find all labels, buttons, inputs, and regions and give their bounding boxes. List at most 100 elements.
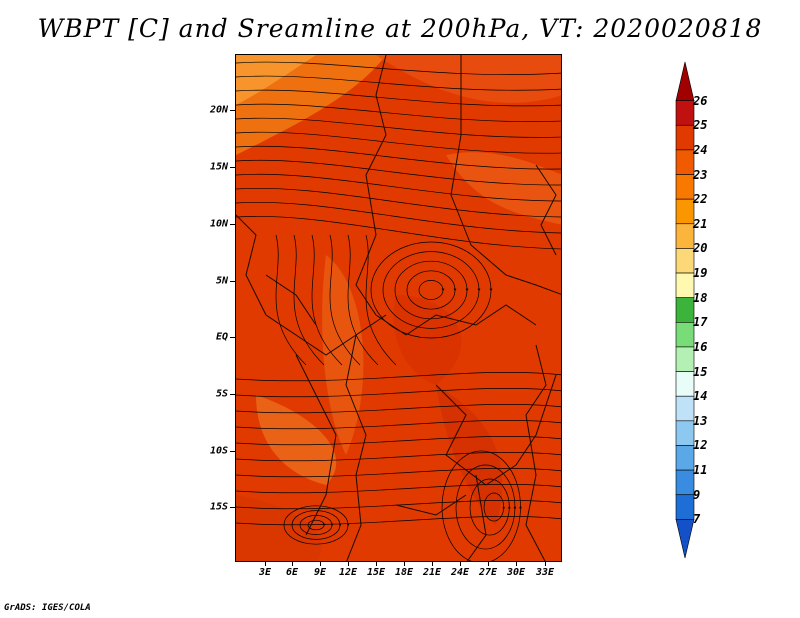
- colorbar-segment: [675, 149, 695, 175]
- lat-tick-label: EQ: [215, 331, 228, 343]
- lat-tick: [230, 110, 235, 111]
- lon-tick-label: 33E: [535, 567, 555, 578]
- streamline: [406, 270, 457, 310]
- streamline: [236, 131, 561, 154]
- lon-tick-label: 27E: [478, 567, 498, 578]
- lon-tick: [545, 562, 546, 566]
- colorbar-segment: [675, 174, 695, 200]
- streamline: [236, 500, 561, 510]
- lon-tick-label: 15E: [366, 567, 386, 578]
- country-border: [466, 474, 487, 561]
- colorbar-segment: [675, 272, 695, 298]
- shading-region: [236, 495, 322, 561]
- country-border: [236, 214, 387, 356]
- colorbar-level-label: 15: [693, 364, 708, 379]
- streamline: [441, 450, 522, 561]
- colorbar-level-label: 23: [693, 167, 708, 182]
- colorbar-segment: [675, 322, 695, 348]
- colorbar-segment: [675, 100, 695, 126]
- lon-tick: [376, 562, 377, 566]
- streamline: [293, 234, 325, 366]
- colorbar-level-label: 13: [693, 413, 708, 428]
- country-border: [295, 354, 337, 536]
- streamline: [236, 103, 561, 122]
- lon-tick: [488, 562, 489, 566]
- streamline: [236, 89, 561, 107]
- streamline: [236, 404, 561, 414]
- colorbar-level-label: 14: [693, 389, 708, 404]
- shading-region: [322, 255, 364, 455]
- colorbar-level-label: 22: [693, 192, 708, 207]
- lat-tick: [230, 281, 235, 282]
- colorbar-segment: [675, 519, 695, 559]
- colorbar-level-label: 16: [693, 339, 708, 354]
- lon-tick: [348, 562, 349, 566]
- lon-tick: [516, 562, 517, 566]
- colorbar-level-label: 7: [693, 512, 701, 527]
- lat-tick: [230, 224, 235, 225]
- streamline: [236, 117, 561, 138]
- lat-tick: [230, 337, 235, 338]
- colorbar-level-label: 9: [693, 487, 701, 502]
- colorbar: [675, 61, 695, 559]
- lat-tick: [230, 507, 235, 508]
- lat-tick-label: 15S: [209, 501, 228, 513]
- colorbar-level-label: 11: [693, 463, 708, 478]
- lon-tick: [292, 562, 293, 566]
- streamline: [236, 516, 561, 526]
- colorbar-level-label: 25: [693, 118, 708, 133]
- streamline: [236, 452, 561, 462]
- streamline: [382, 251, 481, 329]
- shading-region: [436, 385, 503, 525]
- streamline: [236, 372, 561, 382]
- colorbar-level-label: 24: [693, 142, 708, 157]
- temperature-shading: [236, 55, 561, 561]
- streamline: [236, 173, 561, 202]
- streamline: [236, 468, 561, 478]
- country-border: [345, 334, 367, 561]
- lon-tick: [432, 562, 433, 566]
- colorbar-segment: [675, 395, 695, 422]
- streamline: [311, 234, 343, 366]
- colorbar-level-label: 18: [693, 290, 708, 305]
- streamline: [283, 505, 350, 545]
- lon-tick-label: 30E: [506, 567, 526, 578]
- streamline: [236, 61, 561, 75]
- colorbar-level-label: 12: [693, 438, 708, 453]
- lon-tick: [265, 562, 266, 566]
- colorbar-segment: [675, 420, 695, 446]
- country-border: [450, 55, 561, 295]
- lat-tick: [230, 167, 235, 168]
- country-border: [395, 494, 467, 516]
- colorbar-level-label: 21: [693, 216, 708, 231]
- colorbar-segment: [675, 198, 695, 225]
- lon-tick-label: 9E: [313, 567, 327, 578]
- streamline: [418, 280, 445, 300]
- lat-tick-label: 20N: [209, 104, 228, 116]
- streamline: [236, 75, 561, 91]
- colorbar-segment: [675, 124, 695, 151]
- colorbar-segment: [675, 297, 695, 323]
- streamline: [236, 388, 561, 398]
- streamline: [236, 484, 561, 494]
- shading-region: [446, 152, 561, 225]
- colorbar-level-label: 19: [693, 266, 708, 281]
- streamline: [469, 478, 511, 536]
- lon-tick-label: 21E: [422, 567, 442, 578]
- lon-tick-label: 6E: [285, 567, 299, 578]
- country-border: [435, 374, 557, 486]
- country-border: [525, 344, 547, 561]
- page-title: WBPT [C] and Sreamline at 200hPa, VT: 20…: [37, 14, 763, 43]
- lat-tick-label: 5N: [215, 275, 228, 287]
- streamline: [307, 519, 326, 531]
- lat-tick-label: 5S: [215, 388, 228, 400]
- shading-region: [236, 55, 316, 105]
- shading-region: [256, 395, 337, 485]
- streamline: [236, 216, 561, 250]
- colorbar-segment: [675, 469, 695, 496]
- streamline: [275, 234, 307, 366]
- lat-tick: [230, 451, 235, 452]
- streamline: [236, 187, 561, 218]
- country-border: [265, 274, 317, 326]
- lon-tick: [460, 562, 461, 566]
